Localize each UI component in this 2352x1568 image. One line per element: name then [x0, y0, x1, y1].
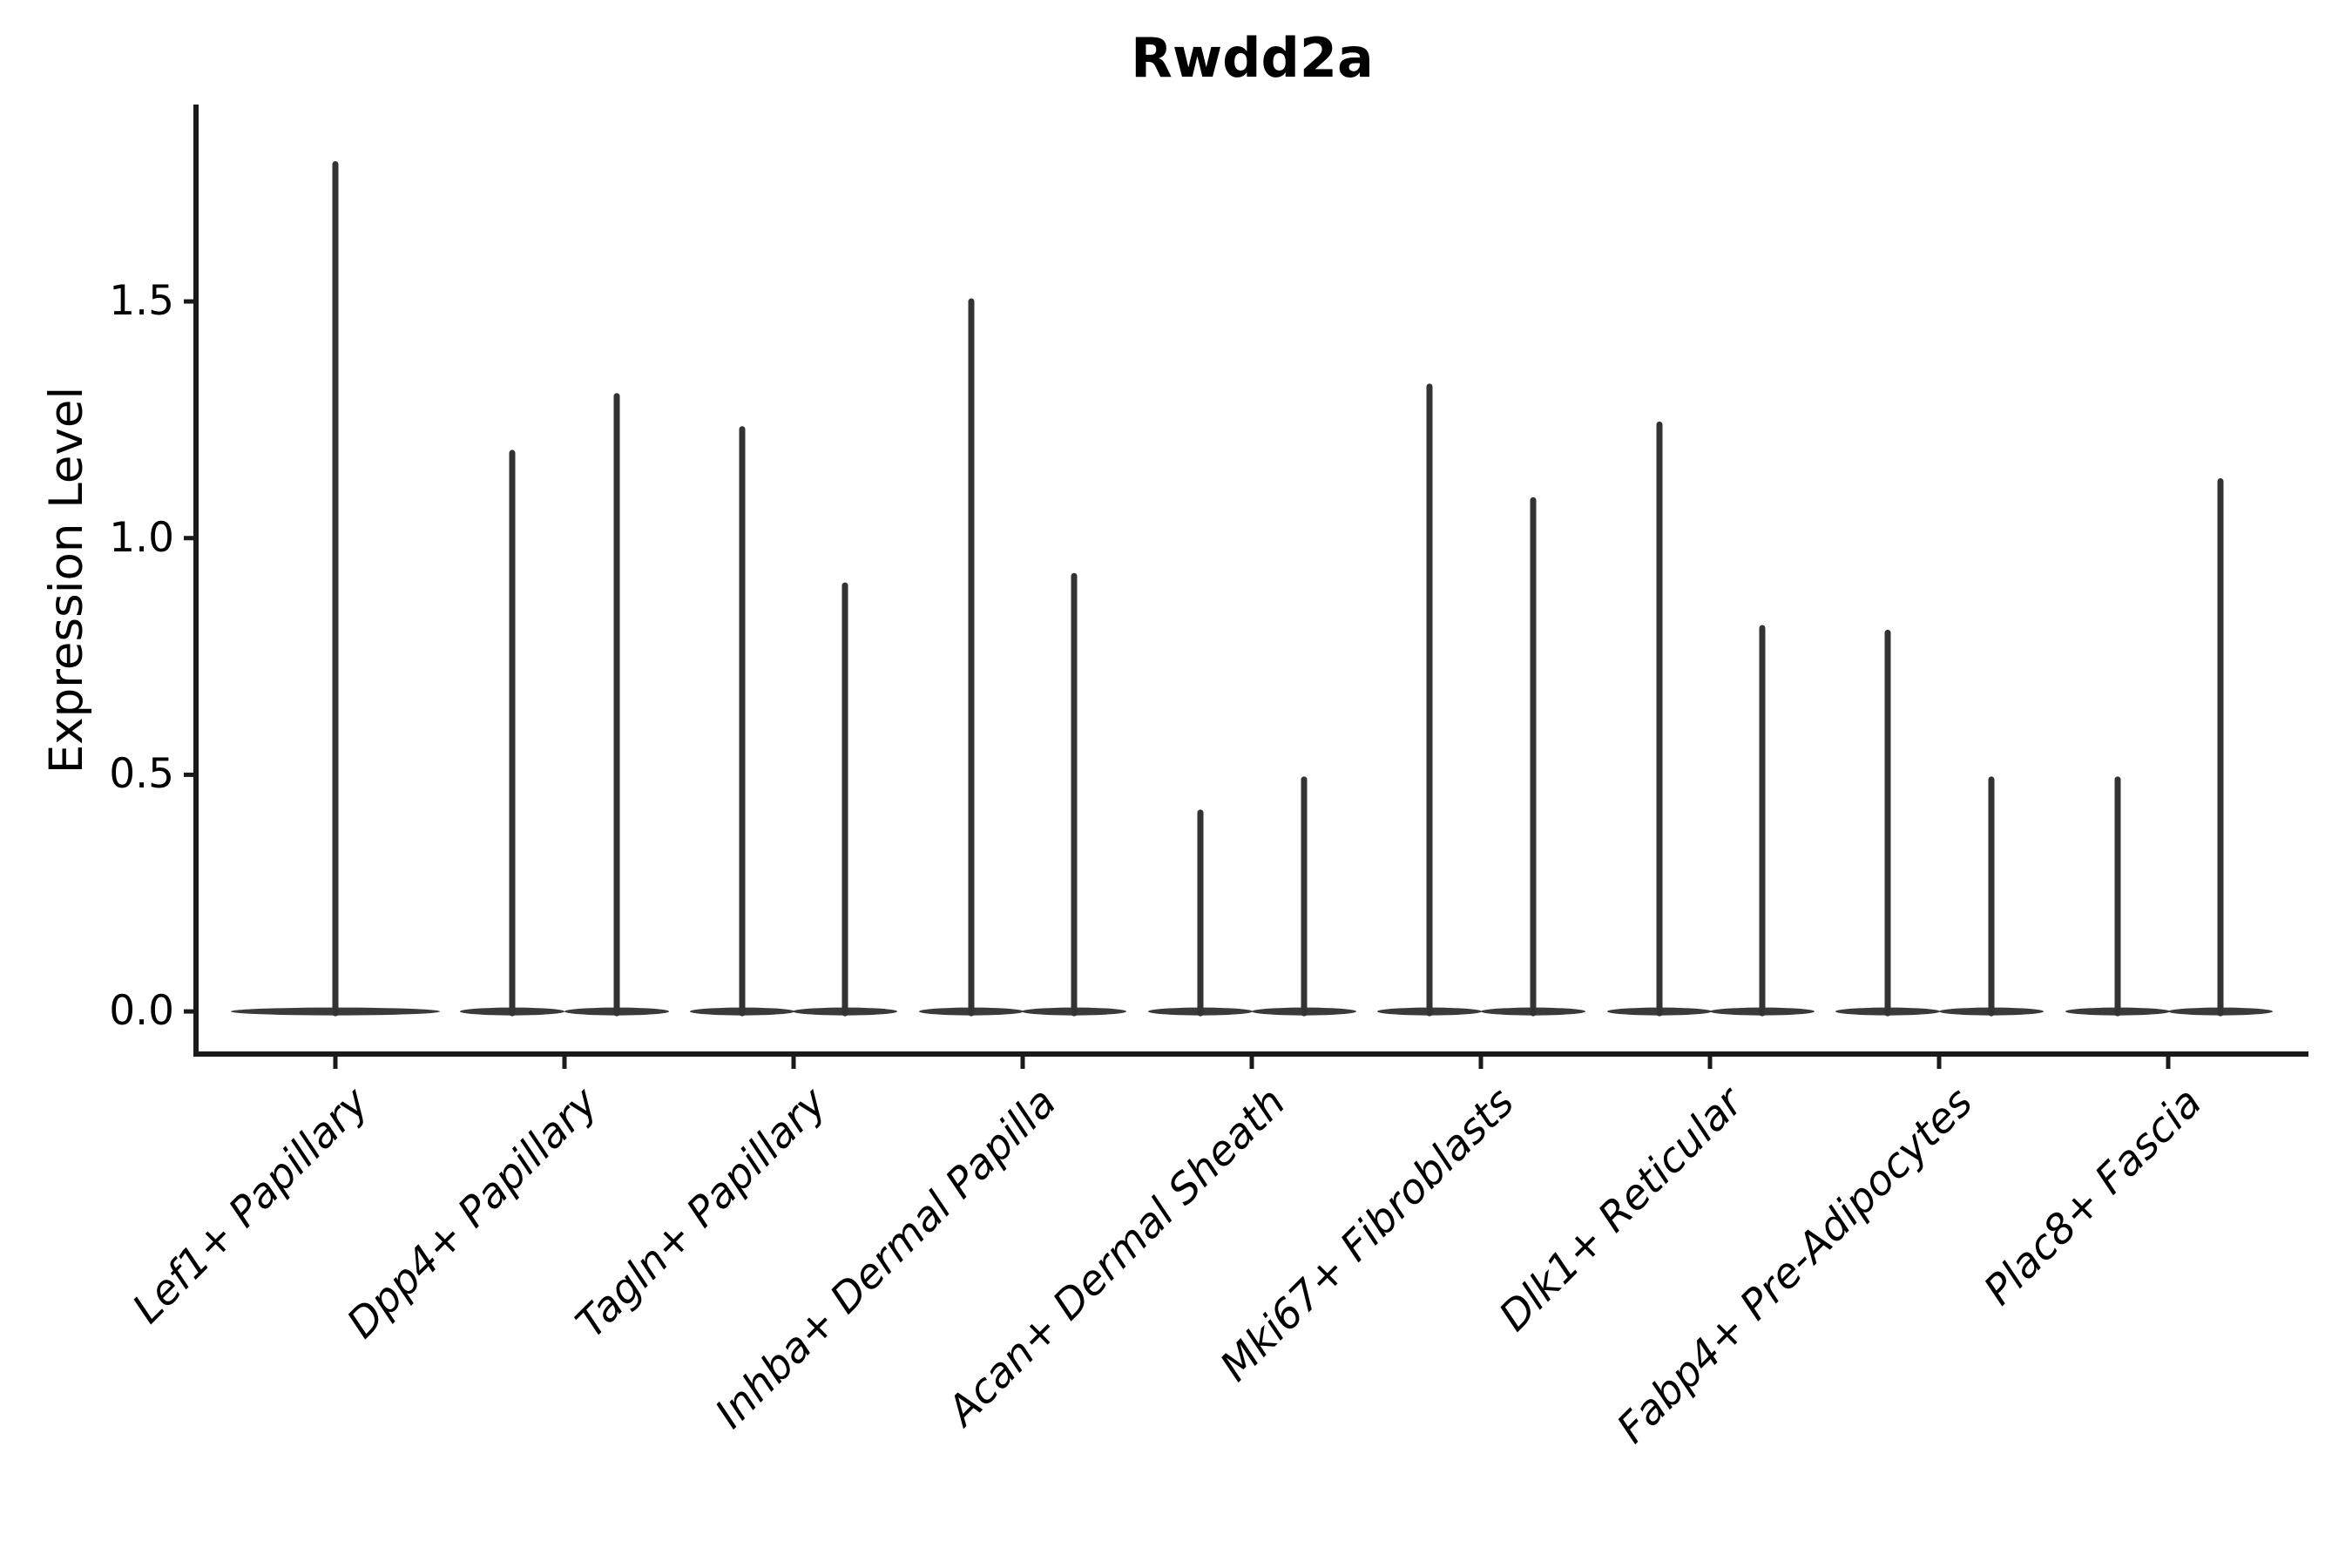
chart-title: Rwdd2a: [1131, 26, 1374, 90]
y-tick-label: 0.0: [109, 987, 174, 1036]
y-tick-label: 0.5: [109, 750, 174, 799]
y-tick-label: 1.5: [109, 277, 174, 326]
y-tick-label: 1.0: [109, 513, 174, 562]
